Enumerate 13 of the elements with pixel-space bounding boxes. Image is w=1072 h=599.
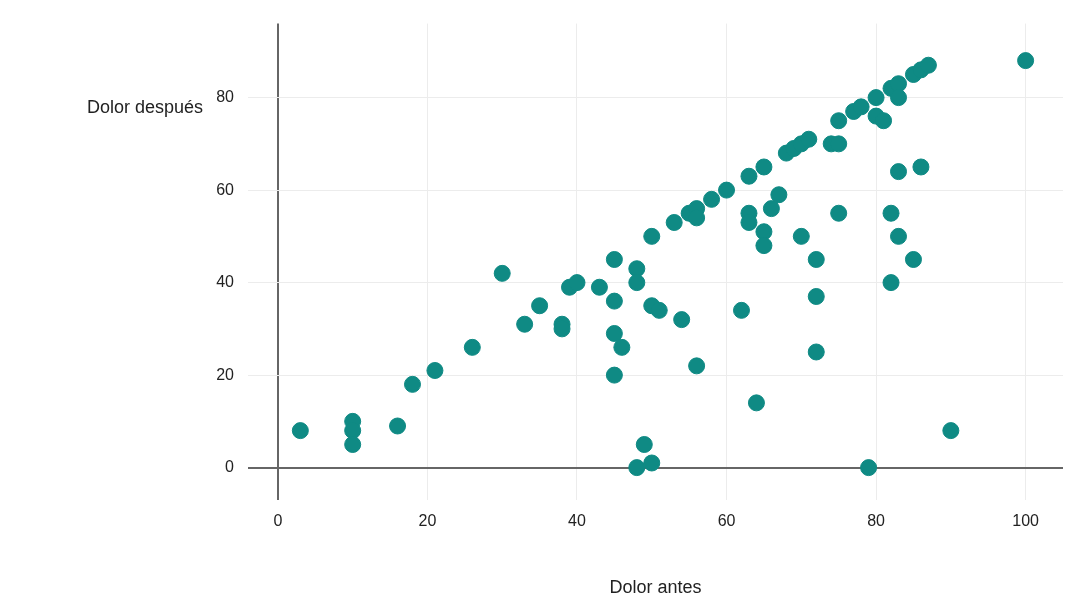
x-axis-title: Dolor antes	[609, 576, 702, 597]
y-tick-label: 20	[216, 365, 235, 383]
y-tick-label: 80	[216, 88, 235, 106]
x-tick-label: 20	[418, 512, 437, 530]
y-tick-label: 40	[216, 273, 235, 291]
x-tick-label: 40	[568, 512, 586, 530]
x-tick-label: 0	[273, 512, 283, 530]
x-tick-label: 60	[717, 512, 736, 530]
y-axis-title: Dolor después	[86, 96, 203, 117]
x-tick-label: 80	[867, 512, 886, 530]
x-tick-label: 100	[1012, 512, 1040, 530]
y-tick-label: 0	[225, 458, 235, 476]
y-tick-label: 60	[216, 180, 235, 198]
